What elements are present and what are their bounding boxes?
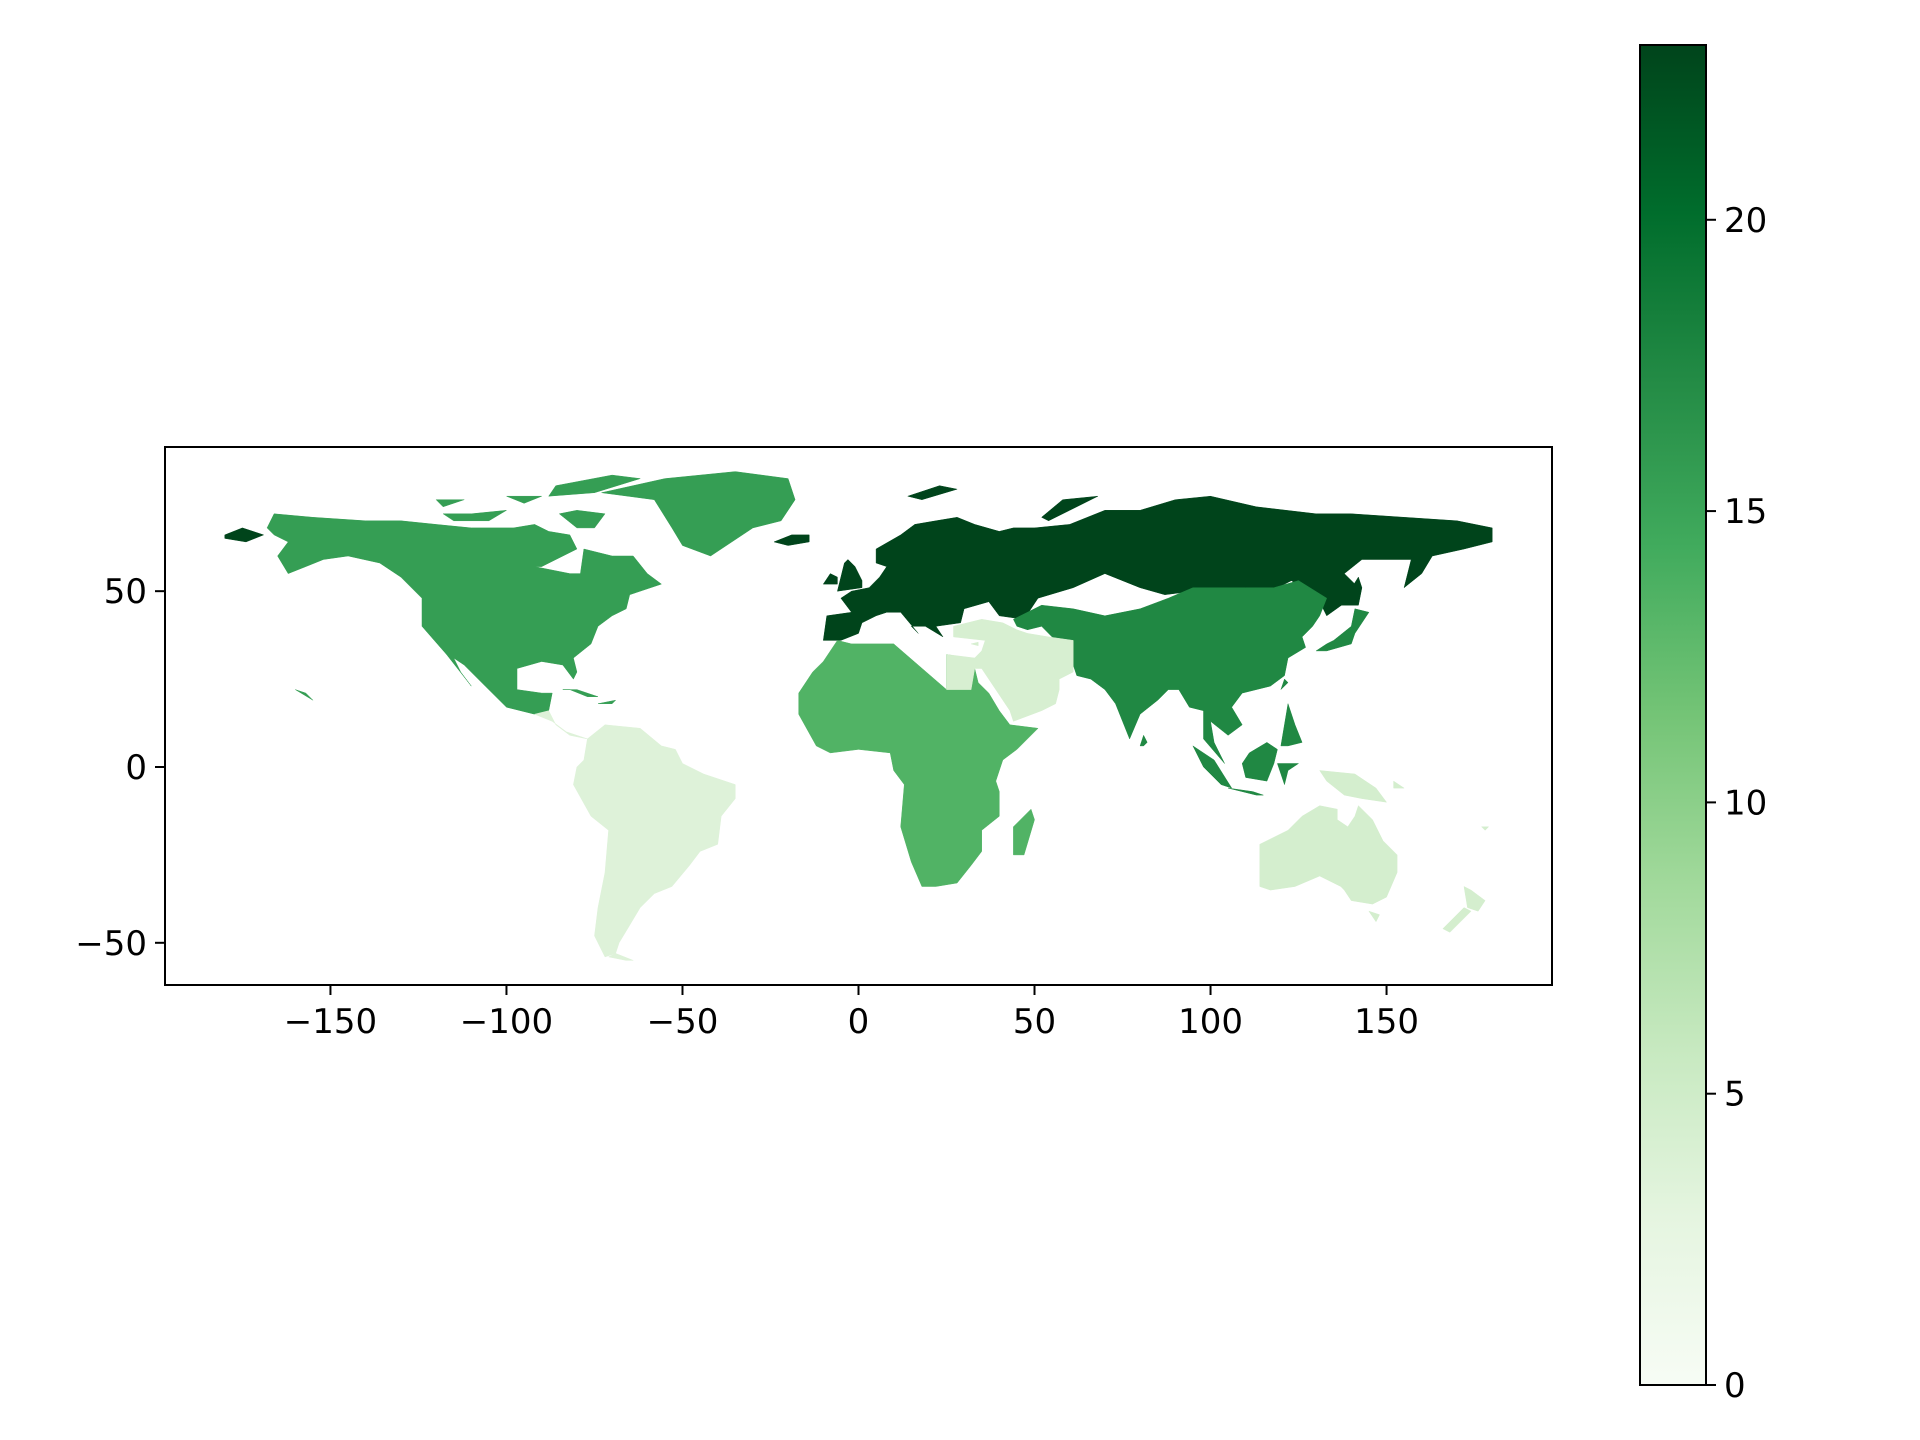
region-shape xyxy=(1442,907,1472,933)
region-shape xyxy=(837,559,863,592)
colorbar-tick-label: 10 xyxy=(1724,783,1767,823)
region-shape xyxy=(1192,745,1232,789)
colorbar: 0 5 10 15 20 xyxy=(1639,44,1767,1406)
region-shape xyxy=(573,724,736,958)
region-shape xyxy=(1041,495,1099,522)
region-shape xyxy=(1280,703,1303,747)
x-tick-label: −50 xyxy=(647,1002,719,1042)
region-shape xyxy=(773,534,810,546)
colorbar-tick-label: 0 xyxy=(1724,1366,1746,1406)
region-shape xyxy=(1139,735,1148,747)
region-shape xyxy=(534,710,588,740)
region-shape xyxy=(798,640,1039,887)
x-tick-label: 150 xyxy=(1354,1002,1419,1042)
region-shape xyxy=(1013,580,1327,764)
region-shape xyxy=(1463,886,1486,912)
region-shape xyxy=(907,485,958,500)
region-shape xyxy=(970,641,979,646)
region-shape xyxy=(1280,678,1289,690)
x-axis: −150 −100 −50 0 50 100 150 xyxy=(284,985,1419,1042)
region-shape xyxy=(559,510,606,529)
region-north-america xyxy=(266,471,796,715)
region-shape xyxy=(1481,826,1489,831)
region-russia-europe xyxy=(224,485,1493,641)
colorbar-tick-label: 5 xyxy=(1724,1075,1746,1115)
region-shape xyxy=(608,953,634,961)
colorbar-tick-label: 15 xyxy=(1724,492,1767,532)
region-shape xyxy=(946,619,1074,722)
region-shape xyxy=(548,474,641,497)
region-shape xyxy=(295,689,314,701)
region-asia xyxy=(1013,580,1370,796)
region-shape xyxy=(1340,576,1363,606)
region-shape xyxy=(1241,742,1278,782)
x-tick-label: −100 xyxy=(460,1002,553,1042)
x-tick-label: 50 xyxy=(1013,1002,1056,1042)
region-shape xyxy=(1315,608,1370,652)
region-shape xyxy=(562,689,599,697)
region-shape xyxy=(601,471,796,557)
region-australia-oceania xyxy=(1259,770,1489,933)
y-tick-label: 50 xyxy=(104,572,147,612)
region-shape xyxy=(1277,763,1299,785)
y-tick-label: 0 xyxy=(125,748,147,788)
colorbar-gradient xyxy=(1639,44,1707,1386)
region-shape xyxy=(1319,770,1387,803)
y-axis: 50 0 −50 xyxy=(75,572,165,964)
region-shape xyxy=(1393,780,1405,789)
region-shape xyxy=(224,527,264,543)
x-tick-label: 0 xyxy=(848,1002,870,1042)
region-shape xyxy=(1227,787,1264,796)
region-shape xyxy=(442,510,507,522)
region-shape xyxy=(435,499,465,508)
region-shape xyxy=(1368,910,1380,922)
y-tick-label: −50 xyxy=(75,924,147,964)
region-shape xyxy=(823,495,1493,641)
x-tick-label: −150 xyxy=(284,1002,377,1042)
colorbar-tick-label: 20 xyxy=(1724,201,1767,241)
region-shape xyxy=(823,573,838,585)
region-shape xyxy=(1259,805,1398,905)
region-shape xyxy=(506,495,542,504)
x-tick-label: 100 xyxy=(1178,1002,1243,1042)
region-shape xyxy=(266,513,662,715)
region-middle-east xyxy=(946,619,1074,722)
colorbar-ticks: 0 5 10 15 20 xyxy=(1706,201,1767,1406)
map-regions xyxy=(224,471,1493,961)
region-south-america xyxy=(534,710,736,961)
region-shape xyxy=(597,699,616,704)
region-shape xyxy=(1013,808,1035,856)
region-africa xyxy=(798,640,1039,887)
